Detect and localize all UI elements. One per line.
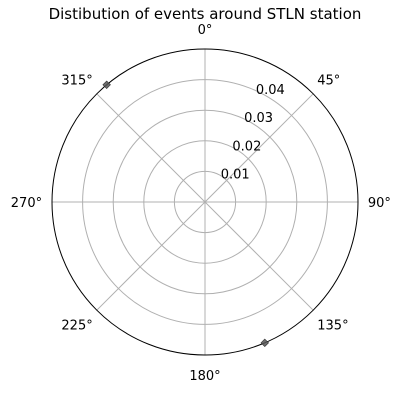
radial-tick-label: 0.04 xyxy=(256,83,285,98)
ring-4 xyxy=(82,79,328,325)
spoke-315 xyxy=(96,93,206,203)
angle-tick-label-45: 45° xyxy=(317,74,340,89)
radial-tick-labels: 0.01 0.02 0.03 0.04 xyxy=(221,83,285,183)
angle-tick-label-225: 225° xyxy=(61,318,92,333)
ring-2 xyxy=(143,140,267,264)
angle-tick-label-180: 180° xyxy=(189,369,220,384)
polar-grid xyxy=(51,48,359,356)
data-points xyxy=(102,80,270,348)
radial-tick-label: 0.02 xyxy=(232,139,261,154)
angle-tick-label-135: 135° xyxy=(317,318,348,333)
angle-tick-label-90: 90° xyxy=(368,196,391,211)
angle-tick-label-315: 315° xyxy=(61,74,92,89)
ring-1 xyxy=(173,170,237,234)
spoke-45 xyxy=(204,93,314,203)
data-point-2 xyxy=(260,338,270,348)
ring-3 xyxy=(112,109,298,295)
radial-tick-label: 0.03 xyxy=(244,111,273,126)
spoke-135 xyxy=(204,201,314,311)
angle-tick-labels: 0° 45° 90° 135° 180° 225° 270° 315° xyxy=(11,23,391,384)
polar-frame xyxy=(51,48,359,356)
angle-tick-label-270: 270° xyxy=(11,196,42,211)
data-point-1 xyxy=(102,80,111,90)
angle-tick-label-0: 0° xyxy=(198,23,213,38)
radial-tick-label: 0.01 xyxy=(221,168,250,183)
spoke-225 xyxy=(96,201,206,311)
chart-title: Distibution of events around STLN statio… xyxy=(49,5,362,23)
